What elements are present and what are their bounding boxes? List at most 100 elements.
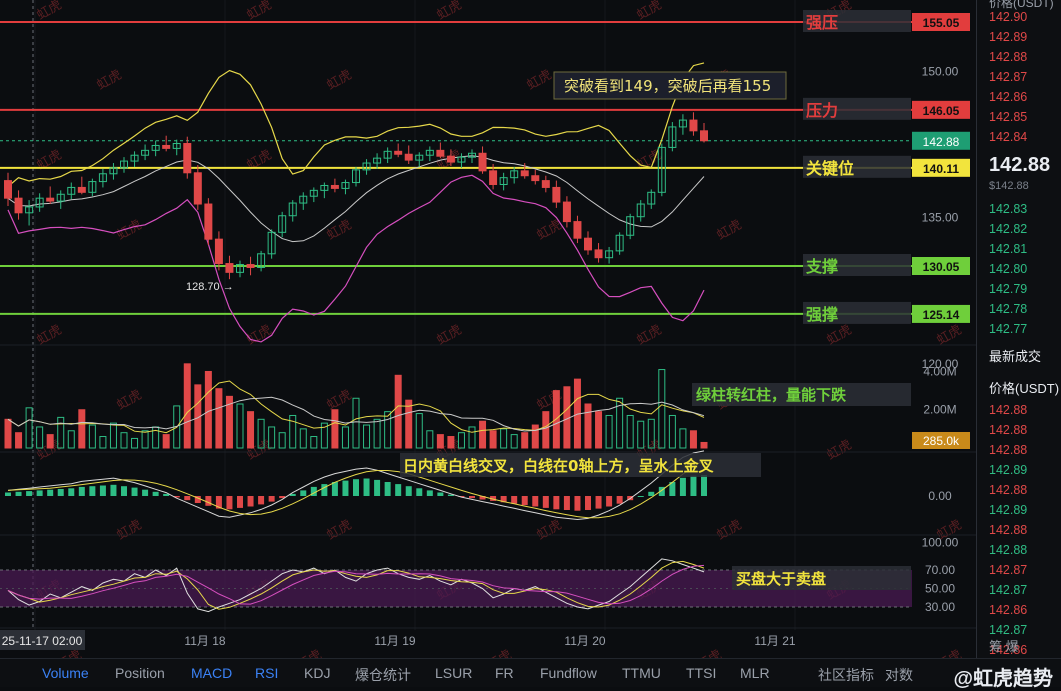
macd-annotation-text: 日内黄白线交叉，白线在0轴上方，呈水上金叉 xyxy=(403,457,714,475)
toolbar-item-rsi[interactable]: RSI xyxy=(255,665,279,681)
candle-body xyxy=(647,191,656,205)
macd-hist-bar xyxy=(121,486,127,496)
volume-annotation-text: 绿柱转红柱，量能下跌 xyxy=(696,386,847,404)
macd-hist-bar xyxy=(78,486,85,496)
toolbar-item-lsur[interactable]: LSUR xyxy=(435,665,473,681)
orderbook-bid-price: 142.83 xyxy=(989,202,1028,216)
volume-last-tag xyxy=(912,432,970,449)
volume-bar xyxy=(679,428,687,449)
indicator-toolbar: Volume Position MACD RSI KDJ 爆仓统计 LSUR FR Fundfl… xyxy=(0,658,1061,690)
volume-bar xyxy=(689,430,697,449)
candle-body xyxy=(657,146,666,193)
candle-body xyxy=(109,167,118,175)
low-marker-label: 128.70 → xyxy=(186,281,234,293)
orderbook-ask-price: 142.88 xyxy=(989,50,1028,64)
level-label-bg xyxy=(803,254,911,276)
candle-body xyxy=(668,126,677,148)
volume-ma2-line xyxy=(7,396,705,432)
candle-body xyxy=(151,144,160,151)
candle-body xyxy=(56,193,65,202)
level-price-resistance: 146.05 xyxy=(923,104,960,118)
orderbook-bid-price: 142.81 xyxy=(989,242,1028,256)
volume-bar xyxy=(141,430,149,449)
macd-hist-bar xyxy=(184,496,191,501)
macd-hist-bar xyxy=(585,496,591,510)
candle-body xyxy=(330,184,339,189)
candle-body xyxy=(605,250,614,259)
volume-bar xyxy=(57,416,65,449)
toolbar-item-对数[interactable]: 对数 xyxy=(885,667,913,683)
macd-hist-bar xyxy=(57,489,64,496)
level-price-strong-support: 125.14 xyxy=(923,308,960,322)
macd-hist-bar xyxy=(110,484,117,496)
brand-logo: @虹虎趋势 xyxy=(953,668,1053,690)
trade-price: 142.89 xyxy=(989,463,1028,477)
orderbook-last-price: 142.88 xyxy=(989,154,1051,176)
toolbar-item-社区指标[interactable]: 社区指标 xyxy=(818,667,874,683)
volume-annotation-bg xyxy=(692,383,911,406)
candle-body xyxy=(172,143,181,149)
macd-hist-bar xyxy=(15,491,22,496)
volume-bar xyxy=(352,397,360,449)
volume-bar xyxy=(131,437,139,449)
candle-body xyxy=(267,231,276,255)
toolbar-item-ttsi[interactable]: TTSI xyxy=(686,665,717,681)
level-price-strong-resistance: 155.05 xyxy=(923,16,960,30)
trade-price: 142.87 xyxy=(989,563,1028,577)
toolbar-item-ttmu[interactable]: TTMU xyxy=(622,665,661,681)
time-start-label: 25-11-17 02:00 xyxy=(2,634,83,648)
macd-hist-bar xyxy=(152,491,159,496)
rsi-tick-label: 30.00 xyxy=(925,600,955,614)
toolbar-item-fundflow[interactable]: Fundflow xyxy=(540,665,597,681)
macd-hist-bar xyxy=(490,496,497,501)
candle-body xyxy=(225,263,234,273)
macd-hist-bar xyxy=(36,490,43,496)
macd-hist-bar xyxy=(173,496,180,498)
orderbook-bid-price: 142.79 xyxy=(989,282,1028,296)
trade-price: 142.88 xyxy=(989,403,1028,417)
candle-body xyxy=(457,156,466,163)
macd-hist-bar xyxy=(658,486,665,496)
toolbar-item-mlr[interactable]: MLR xyxy=(740,665,770,681)
volume-bar xyxy=(25,407,33,449)
toolbar-item-volume[interactable]: Volume xyxy=(42,665,89,681)
candle-body xyxy=(257,253,266,268)
candle-body xyxy=(373,157,382,164)
macd-hist-bar xyxy=(542,496,549,508)
current-price-tag xyxy=(912,131,970,150)
macd-hist-bar xyxy=(532,496,539,507)
toolbar-item-macd[interactable]: MACD xyxy=(191,665,233,681)
orderbook-ask-price: 142.90 xyxy=(989,10,1028,24)
toolbar-item-position[interactable]: Position xyxy=(115,665,165,681)
volume-bar xyxy=(162,434,170,449)
candle-body xyxy=(25,206,34,214)
macd-hist-bar xyxy=(669,482,676,496)
macd-hist-bar xyxy=(363,478,370,496)
volume-tick-label: 4.00M xyxy=(923,364,956,378)
volume-bar xyxy=(109,422,117,449)
volume-bar xyxy=(36,426,44,449)
toolbar-item-fr[interactable]: FR xyxy=(495,665,514,681)
candle-body xyxy=(404,153,413,161)
orderbook-bottom-label: 筹 爆 xyxy=(989,639,1019,654)
level-price-support: 130.05 xyxy=(923,260,960,274)
volume-bar xyxy=(626,414,634,449)
time-axis-label: 11月 20 xyxy=(564,634,605,648)
toolbar-item-kdj[interactable]: KDJ xyxy=(304,665,331,681)
macd-hist-bar xyxy=(553,496,560,510)
rsi-annotation-bg xyxy=(732,566,911,590)
toolbar-item-爆仓统计[interactable]: 爆仓统计 xyxy=(355,667,411,683)
macd-hist-bar xyxy=(353,479,359,496)
volume-bar xyxy=(521,432,529,449)
macd-hist-bar xyxy=(395,484,402,496)
macd-hist-bar xyxy=(226,496,233,510)
level-label-key: 关键位 xyxy=(806,159,854,178)
volume-bar xyxy=(500,428,508,449)
candle-body xyxy=(573,221,582,239)
candle-body xyxy=(552,186,561,203)
macd-hist-bar xyxy=(447,494,454,496)
volume-bar xyxy=(605,414,613,449)
macd-hist-bar xyxy=(279,496,286,499)
macd-hist-bar xyxy=(405,486,412,496)
